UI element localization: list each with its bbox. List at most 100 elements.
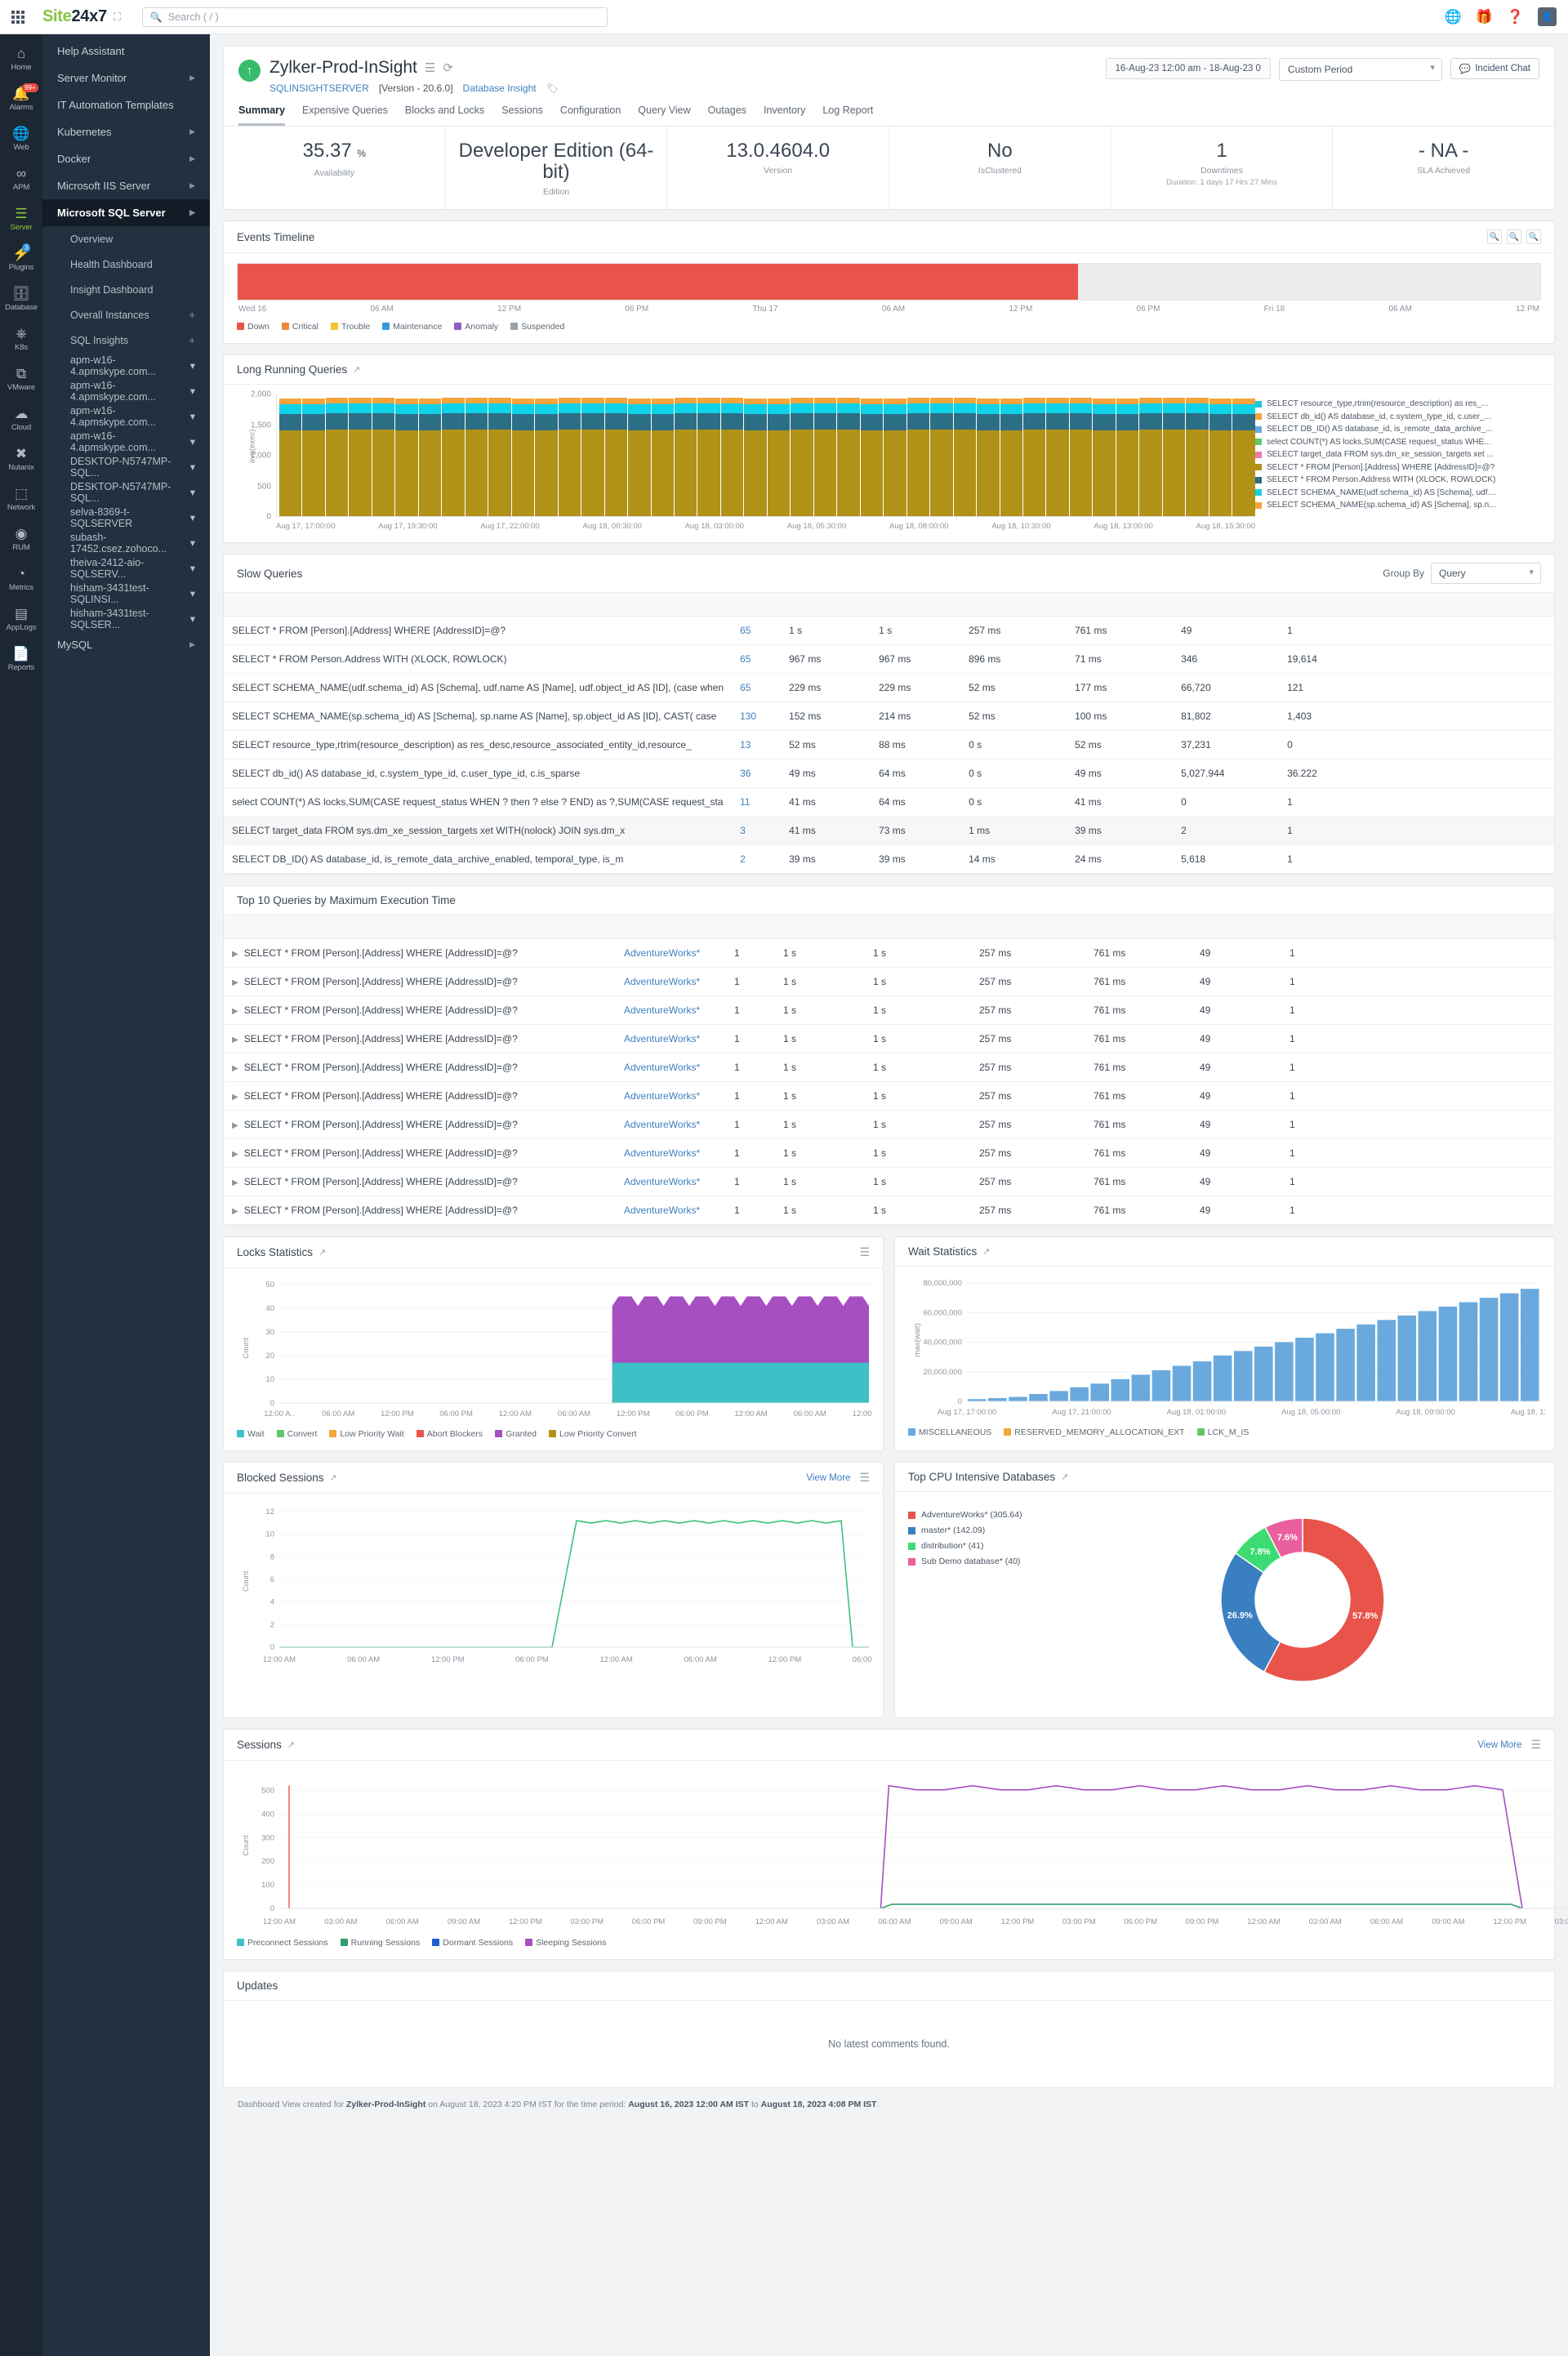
blocked-view-more-link[interactable]: View More bbox=[806, 1472, 851, 1483]
table-row[interactable]: ▶ SELECT * FROM [Person].[Address] WHERE … bbox=[224, 1196, 1554, 1225]
lrq-legend-item[interactable]: SELECT SCHEMA_NAME(udf.schema_id) AS [Sc… bbox=[1255, 488, 1541, 497]
tab-blocks-and-locks[interactable]: Blocks and Locks bbox=[404, 105, 485, 116]
submenu-item-overview[interactable]: Overview bbox=[42, 226, 210, 252]
rail-item-web[interactable]: 🌐 Web bbox=[0, 119, 42, 159]
t10-db-link[interactable]: AdventureWorks* bbox=[624, 976, 701, 987]
lrq-legend-item[interactable]: select COUNT(*) AS locks,SUM(CASE reques… bbox=[1255, 438, 1541, 447]
wait-bar[interactable] bbox=[1254, 1346, 1273, 1401]
lrq-bar[interactable] bbox=[697, 397, 720, 516]
rail-item-network[interactable]: ⬚ Network bbox=[0, 479, 42, 519]
tab-outages[interactable]: Outages bbox=[707, 105, 746, 116]
zoom-in-icon[interactable]: 🔍 bbox=[1507, 229, 1521, 244]
lrq-bar[interactable] bbox=[302, 398, 325, 516]
lrq-legend-item[interactable]: SELECT * FROM [Person].[Address] WHERE [… bbox=[1255, 463, 1541, 472]
t10-db-link[interactable]: AdventureWorks* bbox=[624, 1119, 701, 1130]
legend-item[interactable]: Down bbox=[237, 322, 270, 332]
rail-item-apm[interactable]: ∞ APM bbox=[0, 159, 42, 199]
rail-item-rum[interactable]: ◉ RUM bbox=[0, 519, 42, 559]
rail-item-applogs[interactable]: ▤ AppLogs bbox=[0, 599, 42, 639]
cpu-legend-item[interactable]: Sub Demo database* (40) bbox=[908, 1557, 1080, 1566]
external-link-icon[interactable]: ↗ bbox=[982, 1247, 991, 1257]
lrq-bar[interactable] bbox=[325, 398, 349, 516]
submenu-item-apm-w16-4-apmskype-com-[interactable]: apm-w16-4.apmskype.com... ▾ bbox=[42, 378, 210, 403]
legend-item[interactable]: Trouble bbox=[330, 322, 370, 332]
lrq-bar[interactable] bbox=[372, 397, 395, 516]
table-row[interactable]: select COUNT(*) AS locks,SUM(CASE reques… bbox=[224, 787, 1554, 817]
period-select[interactable]: Custom Period bbox=[1278, 58, 1442, 81]
period-range-button[interactable]: 16-Aug-23 12:00 am - 18-Aug-23 0 bbox=[1105, 58, 1271, 79]
external-link-icon[interactable]: ↗ bbox=[287, 1740, 295, 1750]
sq-count[interactable]: 65 bbox=[732, 644, 782, 674]
rail-item-alarms[interactable]: 🔔 Alarms 99+ bbox=[0, 79, 42, 119]
lrq-bar[interactable] bbox=[1069, 397, 1093, 516]
lrq-bar[interactable] bbox=[953, 397, 977, 516]
sq-count[interactable]: 2 bbox=[732, 844, 782, 874]
tab-inventory[interactable]: Inventory bbox=[763, 105, 806, 116]
reset-zoom-icon[interactable]: 🔍 bbox=[1526, 229, 1541, 244]
wait-bar[interactable] bbox=[1459, 1302, 1478, 1401]
lrq-bar[interactable] bbox=[930, 397, 953, 516]
table-row[interactable]: SELECT target_data FROM sys.dm_xe_sessio… bbox=[224, 816, 1554, 845]
expand-icon[interactable]: ▶ bbox=[232, 1121, 238, 1130]
wait-bar[interactable] bbox=[1397, 1315, 1417, 1401]
tab-query-view[interactable]: Query View bbox=[638, 105, 691, 116]
lrq-bar[interactable] bbox=[511, 399, 535, 516]
legend-item[interactable]: Sleeping Sessions bbox=[525, 1938, 606, 1948]
wait-bar[interactable] bbox=[968, 1399, 987, 1401]
submenu-item-selva-8369-t-sqlserver[interactable]: selva-8369-t-SQLSERVER ▾ bbox=[42, 505, 210, 530]
rail-item-k8s[interactable]: ⎈ K8s bbox=[0, 319, 42, 359]
lrq-bar[interactable] bbox=[977, 399, 1000, 516]
sq-count[interactable]: 36 bbox=[732, 759, 782, 788]
rail-item-nutanix[interactable]: ✖ Nutanix bbox=[0, 439, 42, 479]
legend-item[interactable]: Running Sessions bbox=[340, 1938, 420, 1948]
submenu-item-overall-instances[interactable]: Overall Instances + bbox=[42, 302, 210, 327]
plus-icon[interactable]: + bbox=[189, 334, 195, 346]
sq-count[interactable]: 13 bbox=[732, 730, 782, 759]
search-input[interactable]: 🔍 Search ( / ) bbox=[141, 7, 608, 27]
lrq-bar[interactable] bbox=[535, 398, 558, 516]
legend-item[interactable]: Granted bbox=[495, 1429, 537, 1439]
table-row[interactable]: SELECT * FROM [Person].[Address] WHERE [… bbox=[224, 616, 1554, 645]
rail-item-cloud[interactable]: ☁ Cloud bbox=[0, 399, 42, 439]
hamburger-icon[interactable]: ☰ bbox=[424, 61, 436, 75]
legend-item[interactable]: Suspended bbox=[510, 322, 564, 332]
timeline-bar[interactable] bbox=[237, 263, 1541, 301]
wait-bar[interactable] bbox=[1377, 1320, 1396, 1401]
lrq-bar[interactable] bbox=[581, 397, 604, 516]
submenu-item-hisham-3431test-sqlser-[interactable]: hisham-3431test-SQLSER... ▾ bbox=[42, 606, 210, 631]
expand-icon[interactable]: ▶ bbox=[232, 1007, 238, 1016]
lrq-bar[interactable] bbox=[744, 399, 767, 516]
lrq-bar[interactable] bbox=[279, 399, 302, 516]
sq-count[interactable]: 130 bbox=[732, 701, 782, 731]
table-row[interactable]: ▶ SELECT * FROM [Person].[Address] WHERE … bbox=[224, 995, 1554, 1025]
submenu-item-apm-w16-4-apmskype-com-[interactable]: apm-w16-4.apmskype.com... ▾ bbox=[42, 403, 210, 429]
wait-bar[interactable] bbox=[1479, 1298, 1499, 1401]
legend-item[interactable]: Abort Blockers bbox=[416, 1429, 483, 1439]
lrq-bar[interactable] bbox=[1162, 397, 1186, 516]
table-row[interactable]: ▶ SELECT * FROM [Person].[Address] WHERE … bbox=[224, 1081, 1554, 1111]
submenu-item-sql-insights[interactable]: SQL Insights + bbox=[42, 327, 210, 353]
expand-icon[interactable]: ▶ bbox=[232, 978, 238, 987]
lrq-bar[interactable] bbox=[1046, 397, 1069, 516]
lrq-bar[interactable] bbox=[604, 397, 628, 516]
donut-slice[interactable] bbox=[1219, 1552, 1281, 1673]
donut-slice[interactable] bbox=[1263, 1517, 1385, 1682]
rail-item-database[interactable]: 🗄 Database bbox=[0, 279, 42, 319]
lrq-legend-item[interactable]: SELECT * FROM Person.Address WITH (XLOCK… bbox=[1255, 475, 1541, 484]
help-icon[interactable]: ❓ bbox=[1506, 8, 1524, 24]
menu-item-server-monitor[interactable]: Server Monitor ▶ bbox=[42, 65, 210, 91]
submenu-item-apm-w16-4-apmskype-com-[interactable]: apm-w16-4.apmskype.com... ▾ bbox=[42, 429, 210, 454]
legend-item[interactable]: Preconnect Sessions bbox=[237, 1938, 328, 1948]
tab-expensive-queries[interactable]: Expensive Queries bbox=[301, 105, 388, 116]
wait-bar[interactable] bbox=[1356, 1324, 1375, 1401]
submenu-item-desktop-n5747mp-sql-[interactable]: DESKTOP-N5747MP-SQL... ▾ bbox=[42, 479, 210, 505]
cpu-legend-item[interactable]: master* (142.09) bbox=[908, 1525, 1080, 1535]
rail-item-plugins[interactable]: ⚡ Plugins 3 bbox=[0, 239, 42, 279]
menu-item-microsoft-sql-server[interactable]: Microsoft SQL Server ▶ bbox=[42, 199, 210, 226]
avatar[interactable]: 👤 bbox=[1538, 7, 1557, 26]
locks-menu-icon[interactable]: ☰ bbox=[859, 1245, 870, 1258]
expand-icon[interactable]: ⛶ bbox=[113, 10, 121, 23]
wait-bar[interactable] bbox=[1152, 1370, 1171, 1401]
t10-db-link[interactable]: AdventureWorks* bbox=[624, 1205, 701, 1216]
lrq-legend-item[interactable]: SELECT db_id() AS database_id, c.system_… bbox=[1255, 412, 1541, 421]
